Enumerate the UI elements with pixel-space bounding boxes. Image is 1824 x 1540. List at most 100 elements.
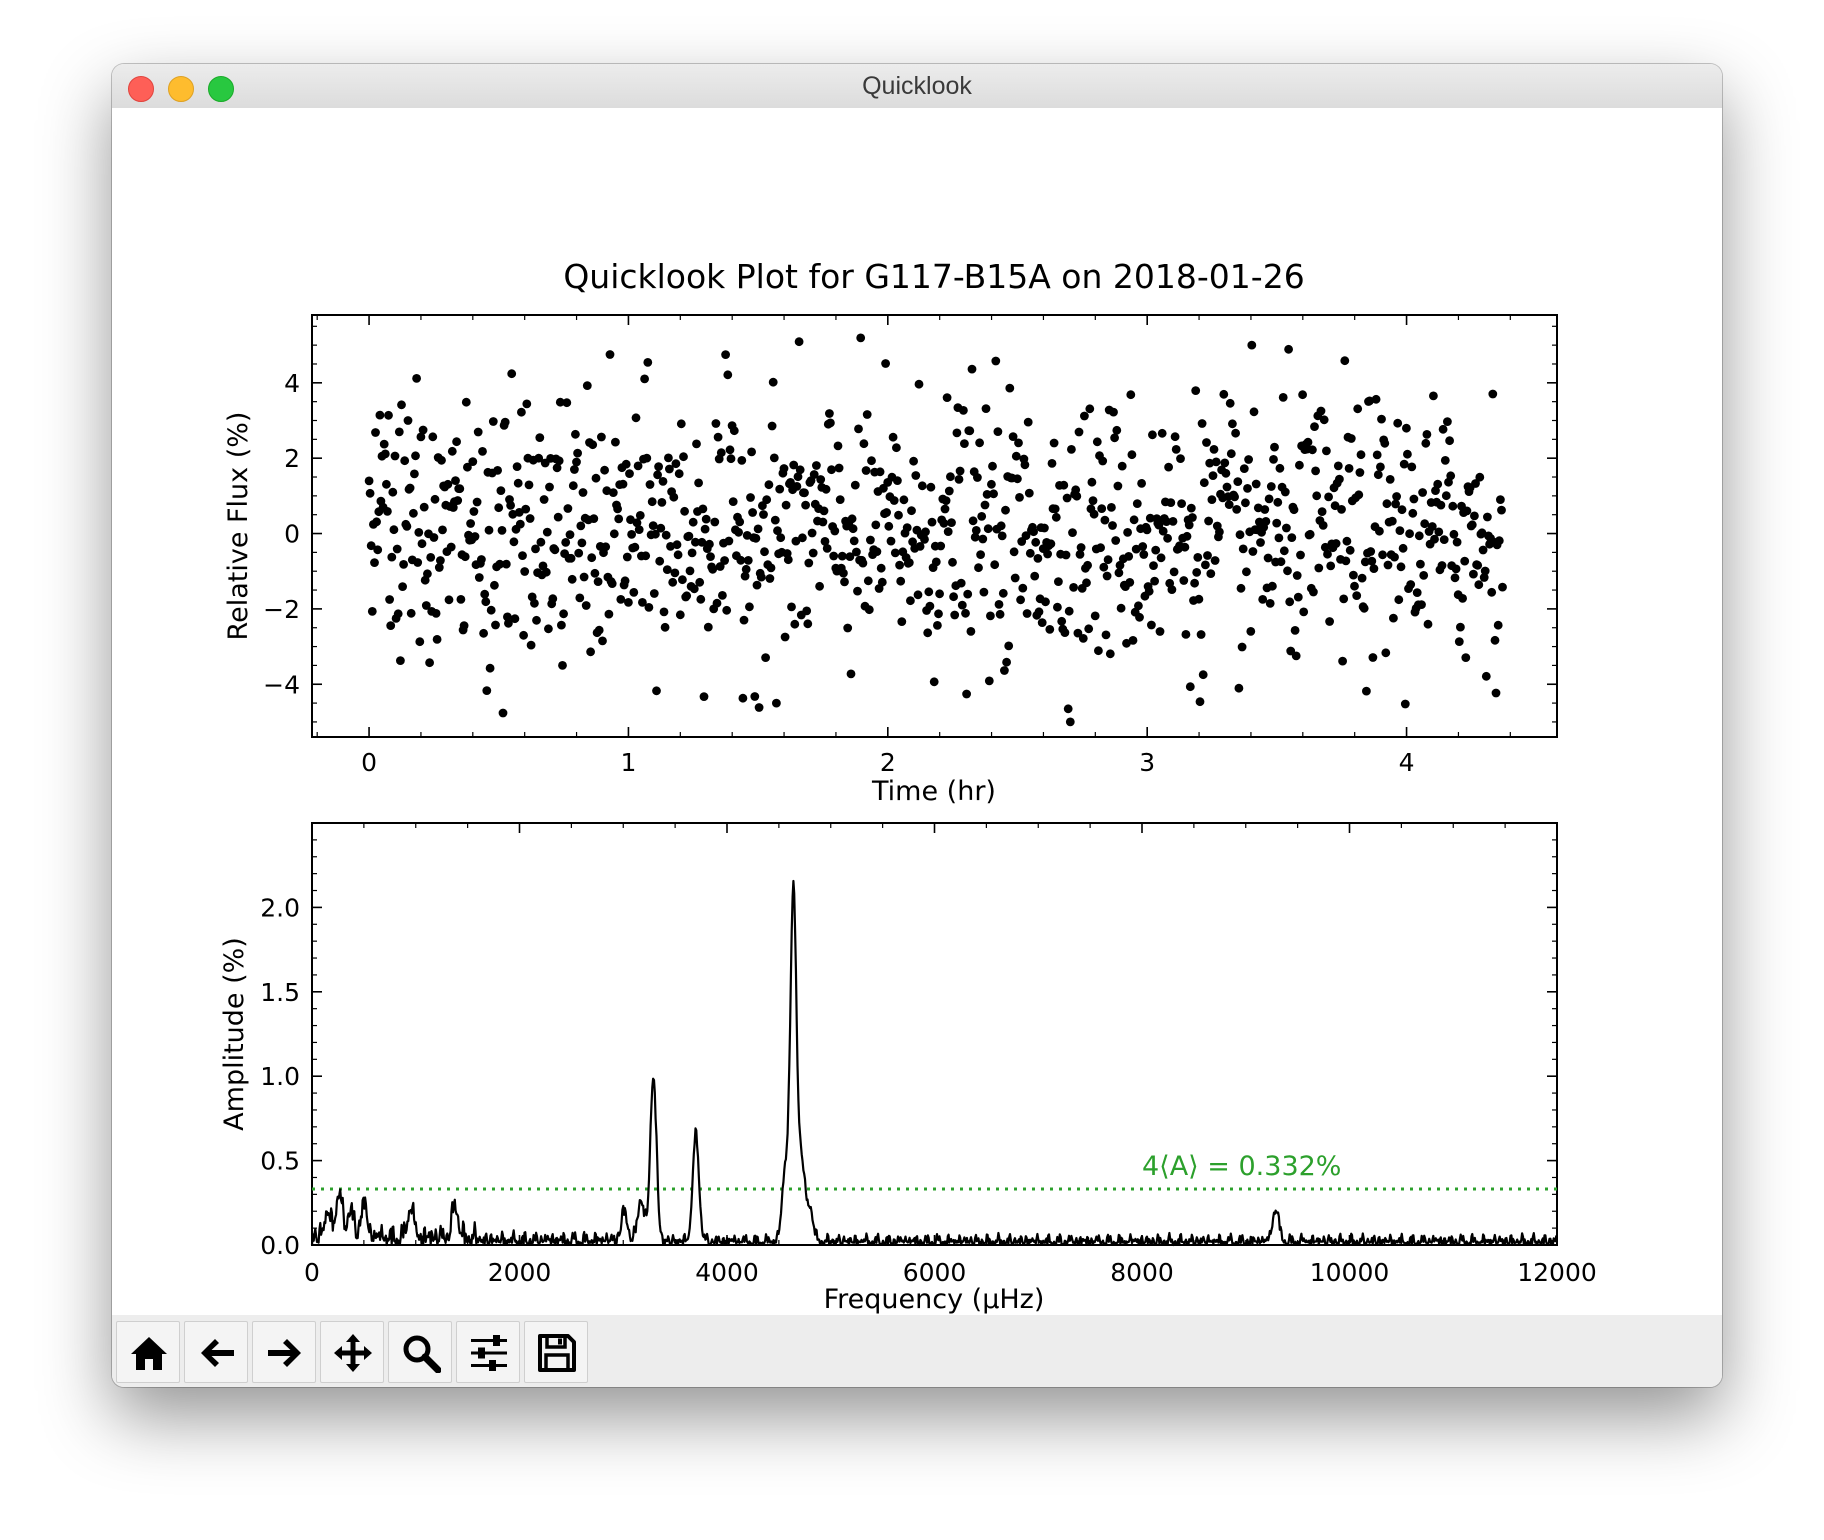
home-button[interactable] bbox=[116, 1321, 180, 1383]
light-curve-point bbox=[1498, 582, 1507, 592]
light-curve-point bbox=[1353, 404, 1363, 414]
title-bar[interactable]: Quicklook bbox=[112, 64, 1722, 109]
pan-button[interactable] bbox=[320, 1321, 384, 1383]
light-curve-point bbox=[1402, 423, 1411, 433]
light-curve-point bbox=[1231, 428, 1240, 438]
light-curve-point bbox=[848, 524, 858, 534]
light-curve-point bbox=[1004, 641, 1014, 651]
light-curve-point bbox=[1341, 556, 1351, 566]
figure-canvas[interactable]: Quicklook Plot for G117-B15A on 2018-01-… bbox=[112, 108, 1722, 1315]
light-curve-point bbox=[1206, 569, 1216, 578]
light-curve-point bbox=[365, 488, 375, 498]
light-curve-point bbox=[384, 410, 393, 420]
light-curve-point bbox=[1068, 528, 1077, 537]
light-curve-point bbox=[534, 453, 544, 463]
light-curve-point bbox=[414, 528, 424, 537]
light-curve-point bbox=[1337, 505, 1346, 514]
configure-subplots-button[interactable] bbox=[456, 1321, 520, 1383]
light-curve-point bbox=[1274, 533, 1284, 543]
light-curve-point bbox=[1481, 671, 1491, 681]
light-curve-point bbox=[955, 466, 965, 476]
light-curve-point bbox=[519, 630, 528, 640]
light-curve-point bbox=[1350, 581, 1359, 591]
light-curve-point bbox=[1318, 521, 1328, 530]
light-curve-point bbox=[748, 508, 757, 517]
light-curve-point bbox=[825, 409, 834, 418]
light-curve-point bbox=[383, 507, 392, 516]
light-curve-point bbox=[691, 537, 700, 547]
light-curve-point bbox=[1125, 578, 1135, 587]
light-curve-point bbox=[402, 522, 412, 531]
light-curve-point bbox=[942, 393, 952, 402]
light-curve-point bbox=[1112, 425, 1122, 435]
light-curve-point bbox=[845, 552, 855, 561]
light-curve-point bbox=[1416, 559, 1425, 569]
light-curve-point bbox=[1478, 545, 1488, 555]
light-curve-point bbox=[1025, 548, 1035, 558]
light-curve-point bbox=[495, 559, 505, 569]
light-curve-point bbox=[1298, 390, 1307, 400]
light-curve-point bbox=[380, 449, 390, 459]
light-curve-point bbox=[1490, 635, 1500, 645]
light-curve-point bbox=[914, 379, 924, 389]
light-curve-point bbox=[664, 453, 673, 463]
light-curve-point bbox=[756, 572, 766, 582]
minimize-window-button[interactable] bbox=[168, 76, 194, 102]
light-curve-point bbox=[1002, 657, 1011, 667]
light-curve-point bbox=[396, 656, 405, 665]
light-curve-point bbox=[1438, 424, 1448, 434]
light-curve-point bbox=[821, 484, 831, 494]
light-curve-point bbox=[929, 677, 939, 687]
light-curve-point bbox=[1179, 576, 1189, 585]
light-curve-point bbox=[863, 576, 873, 586]
light-curve-point bbox=[1333, 461, 1343, 471]
light-curve-point bbox=[662, 565, 672, 574]
light-curve-axes[interactable]: 0 1 2 3 4 −4 −2 0 2 4 Time (hr) Relative Flux (%) bbox=[223, 314, 1558, 807]
light-curve-point bbox=[706, 552, 715, 561]
light-curve-point bbox=[601, 542, 611, 552]
back-button[interactable] bbox=[184, 1321, 248, 1383]
periodogram-axes[interactable]: 0 2000 4000 6000 8000 10000 12000 0.0 0.5 1.0 1.5 2… bbox=[219, 822, 1597, 1315]
periodogram-xtick-label: 12000 bbox=[1517, 1258, 1597, 1287]
close-window-button[interactable] bbox=[128, 76, 154, 102]
light-curve-ytick-label: 2 bbox=[284, 444, 300, 473]
light-curve-point bbox=[1137, 479, 1146, 488]
light-curve-point bbox=[1395, 526, 1405, 535]
light-curve-point bbox=[894, 510, 903, 520]
light-curve-point bbox=[1193, 553, 1203, 562]
light-curve-point bbox=[421, 601, 431, 610]
light-curve-point bbox=[1011, 451, 1021, 461]
light-curve-point bbox=[1483, 512, 1492, 522]
light-curve-point bbox=[1105, 649, 1115, 659]
light-curve-xtick-label: 0 bbox=[361, 748, 377, 777]
light-curve-point bbox=[545, 482, 554, 492]
light-curve-point bbox=[1084, 624, 1094, 634]
forward-button[interactable] bbox=[252, 1321, 316, 1383]
light-curve-point bbox=[600, 465, 609, 475]
light-curve-point bbox=[1475, 472, 1485, 482]
light-curve-point bbox=[815, 581, 824, 591]
zoom-window-button[interactable] bbox=[208, 76, 234, 102]
light-curve-point bbox=[694, 478, 703, 488]
light-curve-point bbox=[976, 550, 985, 559]
light-curve-point bbox=[470, 532, 480, 541]
light-curve-point bbox=[1323, 549, 1332, 559]
light-curve-point bbox=[1452, 537, 1462, 547]
light-curve-point bbox=[1369, 564, 1379, 573]
light-curve-point bbox=[1126, 390, 1136, 400]
light-curve-point bbox=[393, 609, 403, 619]
light-curve-point bbox=[558, 661, 567, 670]
light-curve-point bbox=[1029, 527, 1038, 537]
light-curve-point bbox=[1022, 609, 1032, 618]
light-curve-point bbox=[477, 555, 486, 564]
light-curve-point bbox=[1135, 612, 1144, 622]
light-curve-point bbox=[535, 433, 545, 442]
light-curve-point bbox=[689, 584, 699, 594]
light-curve-point bbox=[1197, 419, 1207, 428]
light-curve-point bbox=[963, 589, 973, 599]
light-curve-point bbox=[611, 437, 620, 447]
light-curve-point bbox=[1109, 407, 1118, 417]
light-curve-point bbox=[957, 600, 967, 610]
save-button[interactable] bbox=[524, 1321, 588, 1383]
zoom-button[interactable] bbox=[388, 1321, 452, 1383]
